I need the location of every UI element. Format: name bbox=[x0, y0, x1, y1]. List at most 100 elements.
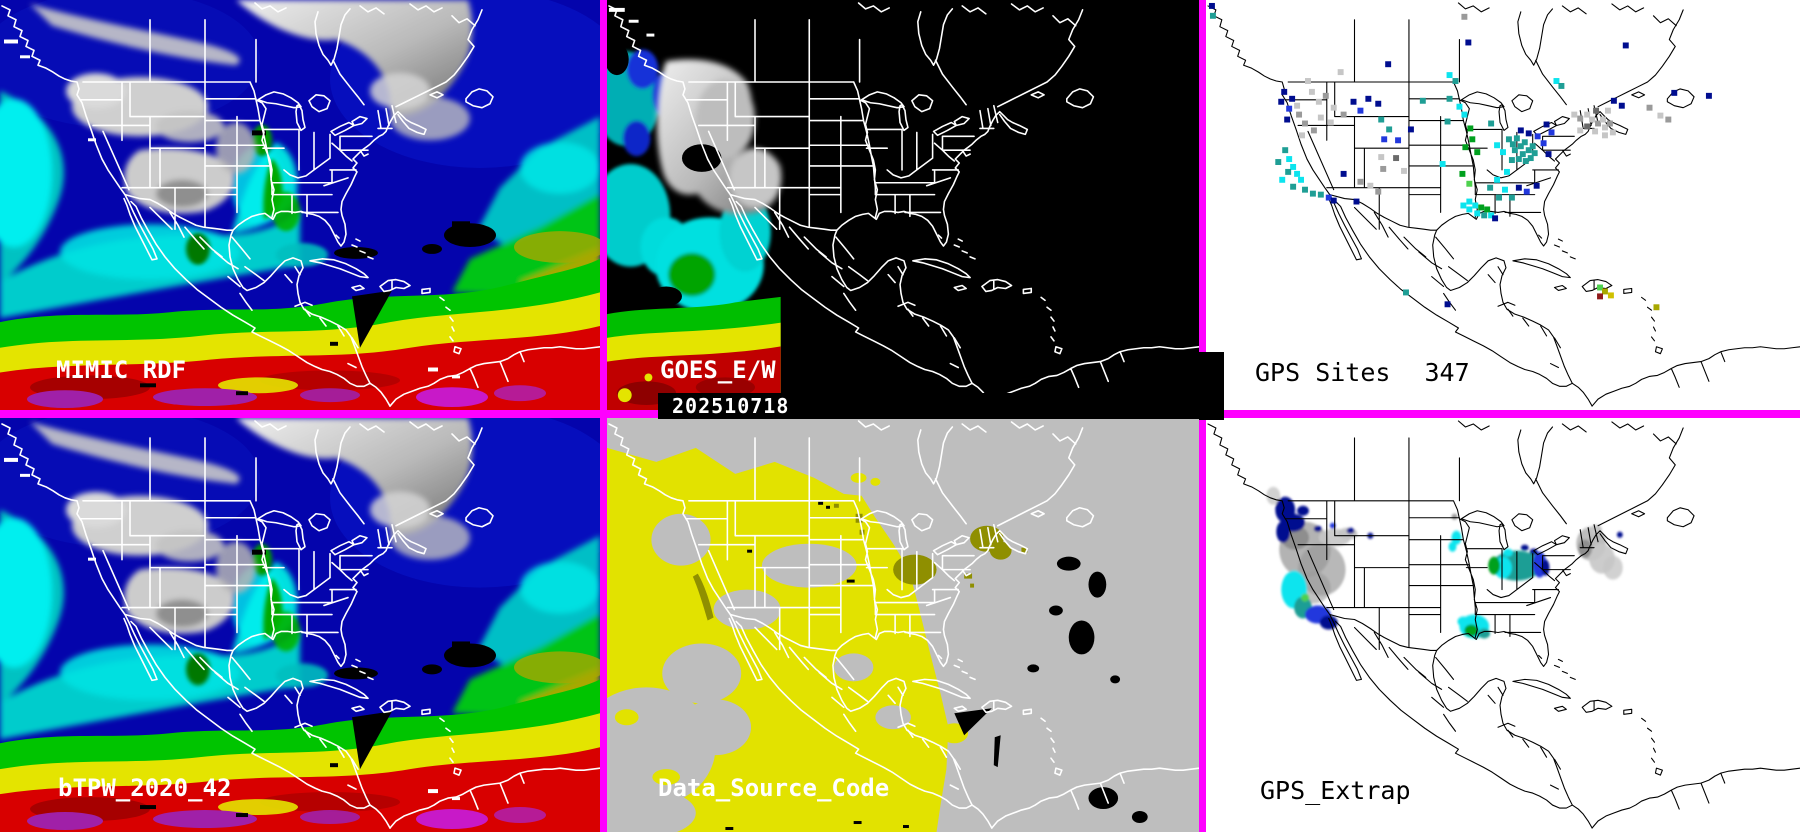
panel-gps-extrap[interactable]: GPS_Extrap bbox=[1206, 418, 1800, 832]
gps-station-dot bbox=[1403, 289, 1409, 296]
gps-station-dot bbox=[1467, 125, 1474, 132]
gps-station-dot bbox=[1310, 127, 1317, 134]
gps-station-dot bbox=[1521, 139, 1528, 146]
gps-extrap-label: GPS_Extrap bbox=[1260, 776, 1411, 805]
gps-station-dot bbox=[1600, 116, 1606, 123]
gps-station-dot bbox=[1665, 116, 1672, 123]
gps-station-dot bbox=[1548, 129, 1555, 136]
gps-station-dot bbox=[1481, 212, 1488, 219]
panel-goes-e-w[interactable]: GOES_E/W bbox=[607, 0, 1199, 410]
gps-station-dot bbox=[1511, 147, 1518, 154]
gps-extrap-map bbox=[1207, 420, 1800, 829]
gps-station-dot bbox=[1508, 157, 1515, 164]
gps-station-dot bbox=[1622, 42, 1629, 49]
gps-station-dot bbox=[1340, 111, 1347, 118]
gps-station-dot bbox=[1296, 111, 1303, 118]
gps-station-dot bbox=[1496, 194, 1503, 201]
gps-station-dot bbox=[1584, 123, 1591, 130]
panel-data-source-code[interactable]: Data_Source_Code bbox=[607, 418, 1199, 832]
gps-station-dot bbox=[1604, 107, 1611, 114]
gps-station-dot bbox=[1407, 126, 1414, 133]
gps-extrap-blob bbox=[1448, 541, 1457, 552]
gps-station-dot bbox=[1474, 149, 1481, 156]
gps-station-dot bbox=[1308, 88, 1315, 95]
gps-station-dot bbox=[1540, 140, 1547, 147]
gps-station-dot bbox=[1592, 128, 1599, 135]
gps-station-dot bbox=[1381, 136, 1388, 143]
gps-station-dot bbox=[1584, 111, 1591, 118]
btpw-map-overlay bbox=[1, 420, 600, 829]
gps-station-dot bbox=[1543, 121, 1550, 128]
gps-extrap-blob bbox=[1616, 531, 1623, 538]
mimic-rdf-label: MIMIC RDF bbox=[56, 356, 187, 384]
gps-station-dot bbox=[1488, 120, 1495, 127]
gps-station-dot bbox=[1444, 301, 1451, 308]
gps-station-dot bbox=[1705, 92, 1712, 99]
gps-station-dot bbox=[1527, 155, 1534, 162]
gps-station-dot bbox=[1487, 184, 1494, 191]
panel-mimic-rdf[interactable]: MIMIC RDF bbox=[0, 0, 600, 410]
gps-station-dot bbox=[1465, 39, 1472, 46]
panel-btpw[interactable]: bTPW_2020_42 bbox=[0, 418, 600, 832]
gps-station-dot bbox=[1472, 202, 1479, 209]
gps-extrap-blob bbox=[1602, 555, 1623, 580]
gps-station-dot bbox=[1466, 198, 1473, 205]
gps-station-dot bbox=[1305, 78, 1311, 84]
gps-extrap-blob bbox=[1319, 615, 1338, 630]
gps-station-dot bbox=[1531, 150, 1538, 157]
gps-extrap-blobs bbox=[1266, 486, 1623, 639]
gps-station-dot bbox=[1330, 197, 1337, 204]
gps-station-dot bbox=[1309, 190, 1316, 197]
data-source-map-overlay bbox=[608, 420, 1199, 829]
gps-station-dot bbox=[1515, 184, 1522, 191]
gps-extrap-blob bbox=[1301, 593, 1309, 602]
gps-station-dot bbox=[1517, 127, 1524, 134]
gps-station-dot bbox=[1671, 89, 1678, 96]
gps-extrap-blob bbox=[1520, 544, 1529, 551]
gps-station-dot bbox=[1446, 72, 1453, 79]
gps-station-dot bbox=[1385, 61, 1392, 68]
gps-station-dot bbox=[1595, 120, 1602, 127]
gps-station-dot bbox=[1375, 100, 1382, 107]
gps-station-dot bbox=[1456, 103, 1463, 110]
gps-station-dot bbox=[1322, 92, 1329, 99]
gps-station-dot bbox=[1375, 188, 1382, 195]
gps-station-dot bbox=[1653, 304, 1660, 311]
gps-extrap-blob bbox=[1488, 556, 1501, 575]
gps-station-dot bbox=[1327, 119, 1334, 126]
gps-station-dot bbox=[1298, 176, 1305, 183]
gps-station-dot bbox=[1294, 102, 1301, 109]
gps-station-dot bbox=[1290, 183, 1297, 190]
gps-station-dot bbox=[1646, 104, 1653, 111]
gps-station-dot bbox=[1419, 97, 1426, 104]
gps-station-dot bbox=[1286, 156, 1293, 163]
gps-station-dot bbox=[1478, 204, 1485, 211]
gps-station-dot bbox=[1386, 126, 1393, 133]
gps-station-dot bbox=[1466, 206, 1473, 213]
gps-station-dot bbox=[1337, 69, 1344, 76]
gps-station-dot bbox=[1525, 130, 1532, 137]
gps-station-dot bbox=[1299, 132, 1305, 139]
gps-station-dot bbox=[1285, 168, 1292, 175]
gps-station-dot bbox=[1459, 170, 1466, 177]
gps-station-dot bbox=[1657, 112, 1664, 119]
gps-station-dot bbox=[1281, 88, 1288, 95]
gps-station-dot bbox=[1340, 170, 1347, 177]
gps-station-dot bbox=[1618, 102, 1625, 109]
gps-station-dot bbox=[1534, 133, 1541, 140]
gps-extrap-blob bbox=[1276, 520, 1291, 543]
gps-station-dot bbox=[1367, 182, 1374, 189]
gps-station-dot bbox=[1317, 114, 1324, 121]
data-source-label: Data_Source_Code bbox=[658, 774, 890, 802]
gps-station-dot bbox=[1282, 147, 1289, 154]
gps-extrap-blob bbox=[1503, 548, 1513, 557]
gps-station-dot bbox=[1380, 165, 1387, 172]
gps-station-dot bbox=[1208, 2, 1215, 9]
gps-station-dot bbox=[1523, 188, 1530, 195]
gps-extrap-blob bbox=[1297, 505, 1309, 516]
gps-station-dot bbox=[1522, 158, 1529, 164]
gps-station-dot bbox=[1593, 107, 1600, 114]
gps-station-dot bbox=[1460, 202, 1467, 209]
panel-gps-sites[interactable]: GPS Sites 347 bbox=[1206, 0, 1800, 410]
gps-station-dot bbox=[1610, 97, 1617, 104]
